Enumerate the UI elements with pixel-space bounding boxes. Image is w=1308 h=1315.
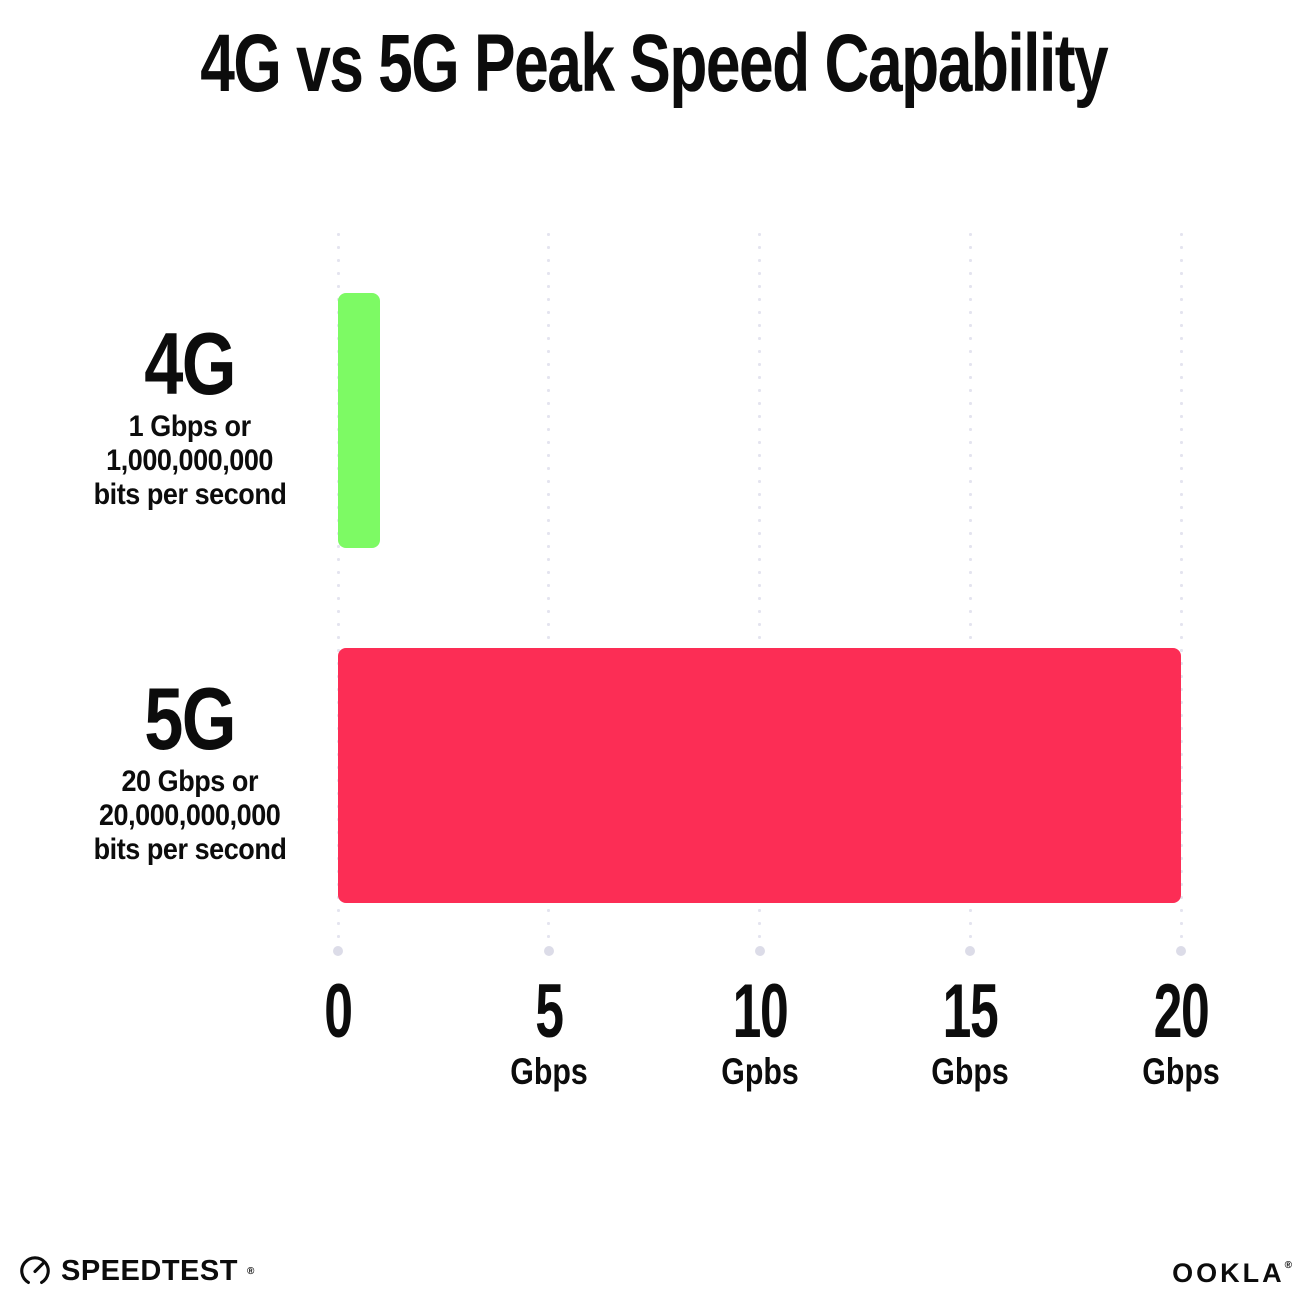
gridline-15 xyxy=(968,228,972,944)
category-desc-line-1: 1 Gbps or xyxy=(83,410,297,444)
text: Gpbs xyxy=(720,1051,799,1092)
text: 20 Gbps or xyxy=(121,765,259,798)
text: 4G xyxy=(144,314,237,413)
text: 1,000,000,000 xyxy=(106,444,274,477)
ookla-trademark: ® xyxy=(1284,1260,1295,1271)
text: 0 xyxy=(324,969,353,1054)
text: Gbps xyxy=(931,1051,1010,1092)
x-axis-tick-unit-5: Gbps xyxy=(501,1052,596,1092)
x-axis-tick-unit-15: Gbps xyxy=(923,1052,1018,1092)
x-axis-tick-unit-20: Gbps xyxy=(1134,1052,1229,1092)
text: 15 xyxy=(942,969,999,1054)
x-axis-tick-10: 10 xyxy=(719,972,800,1052)
row-label-5g: 5G 20 Gbps or 20,000,000,000 bits per secon… xyxy=(83,673,297,867)
text: 20,000,000,000 xyxy=(99,799,281,832)
category-desc-line-2: 20,000,000,000 xyxy=(83,799,297,833)
category-label-5g: 5G xyxy=(83,673,297,765)
text: bits per second xyxy=(93,833,287,866)
text: 1 Gbps or xyxy=(129,410,251,443)
row-label-4g: 4G 1 Gbps or 1,000,000,000 bits per second xyxy=(83,318,297,512)
text: Gbps xyxy=(1142,1051,1220,1092)
bar-4g xyxy=(338,293,380,548)
text: bits per second xyxy=(93,478,287,511)
gridline-10 xyxy=(758,228,761,944)
bar-5g xyxy=(338,648,1181,903)
speedtest-gauge-icon xyxy=(20,1256,50,1284)
speedtest-logo: SPEEDTEST ® xyxy=(18,1254,254,1288)
category-label-4g: 4G xyxy=(83,318,297,410)
x-axis-tick-20: 20 xyxy=(1141,972,1222,1052)
speedtest-trademark: ® xyxy=(246,1265,255,1277)
text: 10 xyxy=(732,969,788,1054)
gridline-end-dot-20 xyxy=(1176,946,1186,956)
gridline-5 xyxy=(547,228,551,944)
gridline-end-dot-15 xyxy=(965,946,976,956)
text: 20 xyxy=(1153,969,1210,1054)
category-desc-line-1: 20 Gbps or xyxy=(83,765,297,799)
ookla-wordmark: OOKLA xyxy=(1172,1258,1285,1288)
category-desc-line-3: bits per second xyxy=(83,833,297,867)
text: 5 xyxy=(535,969,564,1054)
chart-title-text: 4G vs 5G Peak Speed Capability xyxy=(200,18,1109,109)
text: Gbps xyxy=(509,1051,588,1092)
gridline-end-dot-0 xyxy=(333,946,343,956)
category-desc-line-3: bits per second xyxy=(83,478,297,512)
x-axis-tick-15: 15 xyxy=(930,972,1011,1052)
chart-title: 4G vs 5G Peak Speed Capability xyxy=(0,18,1308,110)
x-axis-tick-unit-10: Gpbs xyxy=(712,1052,807,1092)
gridline-20 xyxy=(1179,228,1183,944)
ookla-logo: OOKLA® xyxy=(1172,1258,1295,1289)
gridline-end-dot-10 xyxy=(754,946,765,956)
x-axis-tick-5: 5 xyxy=(529,972,569,1052)
category-desc-line-2: 1,000,000,000 xyxy=(83,444,297,478)
gridline-0 xyxy=(336,228,340,944)
gridline-end-dot-5 xyxy=(543,946,554,956)
speedtest-wordmark: SPEEDTEST xyxy=(61,1254,238,1287)
text: 5G xyxy=(144,669,237,768)
footer: SPEEDTEST ® OOKLA® xyxy=(0,1246,1308,1300)
x-axis-tick-0: 0 xyxy=(318,972,358,1052)
